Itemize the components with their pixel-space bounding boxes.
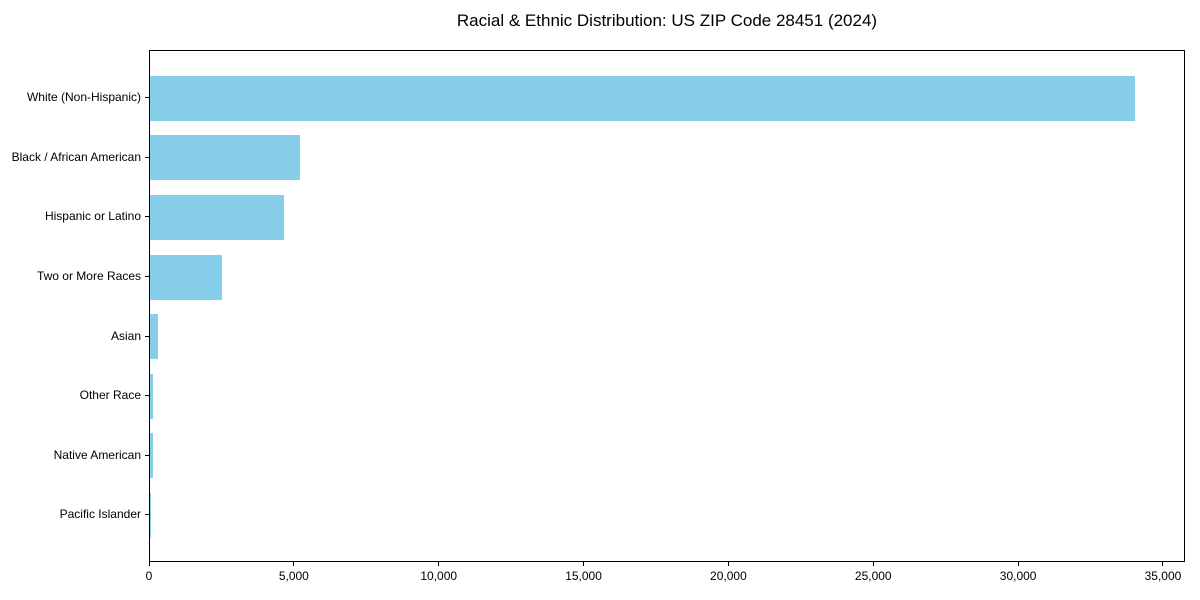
bar-asian xyxy=(150,314,159,360)
y-tick-label-other-race: Other Race xyxy=(79,388,141,403)
x-tick-mark xyxy=(1162,562,1164,566)
x-tick-mark xyxy=(727,562,729,566)
plot-area xyxy=(149,50,1185,562)
y-tick-mark xyxy=(145,335,149,337)
y-tick-mark xyxy=(145,454,149,456)
bar-black-african-american xyxy=(150,135,301,181)
y-tick-mark xyxy=(145,97,149,99)
x-tick-label-5-000: 5,000 xyxy=(278,569,309,583)
x-tick-mark xyxy=(872,562,874,566)
x-tick-label-30-000: 30,000 xyxy=(999,569,1037,583)
x-tick-mark xyxy=(583,562,585,566)
bar-other-race xyxy=(150,373,154,419)
chart-title: Racial & Ethnic Distribution: US ZIP Cod… xyxy=(456,11,878,30)
x-tick-mark xyxy=(1017,562,1019,566)
bar-native-american xyxy=(150,433,154,479)
x-tick-label-25-000: 25,000 xyxy=(854,569,892,583)
bar-hispanic-or-latino xyxy=(150,194,285,240)
x-tick-mark xyxy=(438,562,440,566)
x-tick-mark xyxy=(293,562,295,566)
y-tick-mark xyxy=(145,276,149,277)
y-tick-mark xyxy=(145,395,149,397)
y-tick-label-black-african-american: Black / African American xyxy=(11,149,141,164)
y-tick-label-white-non-hispanic: White (Non-Hispanic) xyxy=(26,90,141,105)
y-tick-label-hispanic-or-latino: Hispanic or Latino xyxy=(44,209,141,224)
x-tick-mark xyxy=(148,562,150,566)
y-tick-label-pacific-islander: Pacific Islander xyxy=(59,507,141,522)
x-tick-label-20-000: 20,000 xyxy=(710,569,747,583)
y-tick-mark xyxy=(145,216,149,218)
bar-white-non-hispanic xyxy=(150,75,1135,121)
x-tick-label-35-000: 35,000 xyxy=(1144,569,1182,583)
y-tick-label-two-or-more-races: Two or More Races xyxy=(36,269,141,283)
x-tick-label-10-000: 10,000 xyxy=(420,569,458,583)
x-tick-label-0: 0 xyxy=(145,569,153,583)
y-tick-label-asian: Asian xyxy=(110,328,141,343)
bar-two-or-more-races xyxy=(150,254,222,300)
y-tick-mark xyxy=(145,156,149,158)
y-tick-label-native-american: Native American xyxy=(53,447,141,462)
y-tick-mark xyxy=(145,514,149,516)
x-tick-label-15-000: 15,000 xyxy=(565,569,602,583)
